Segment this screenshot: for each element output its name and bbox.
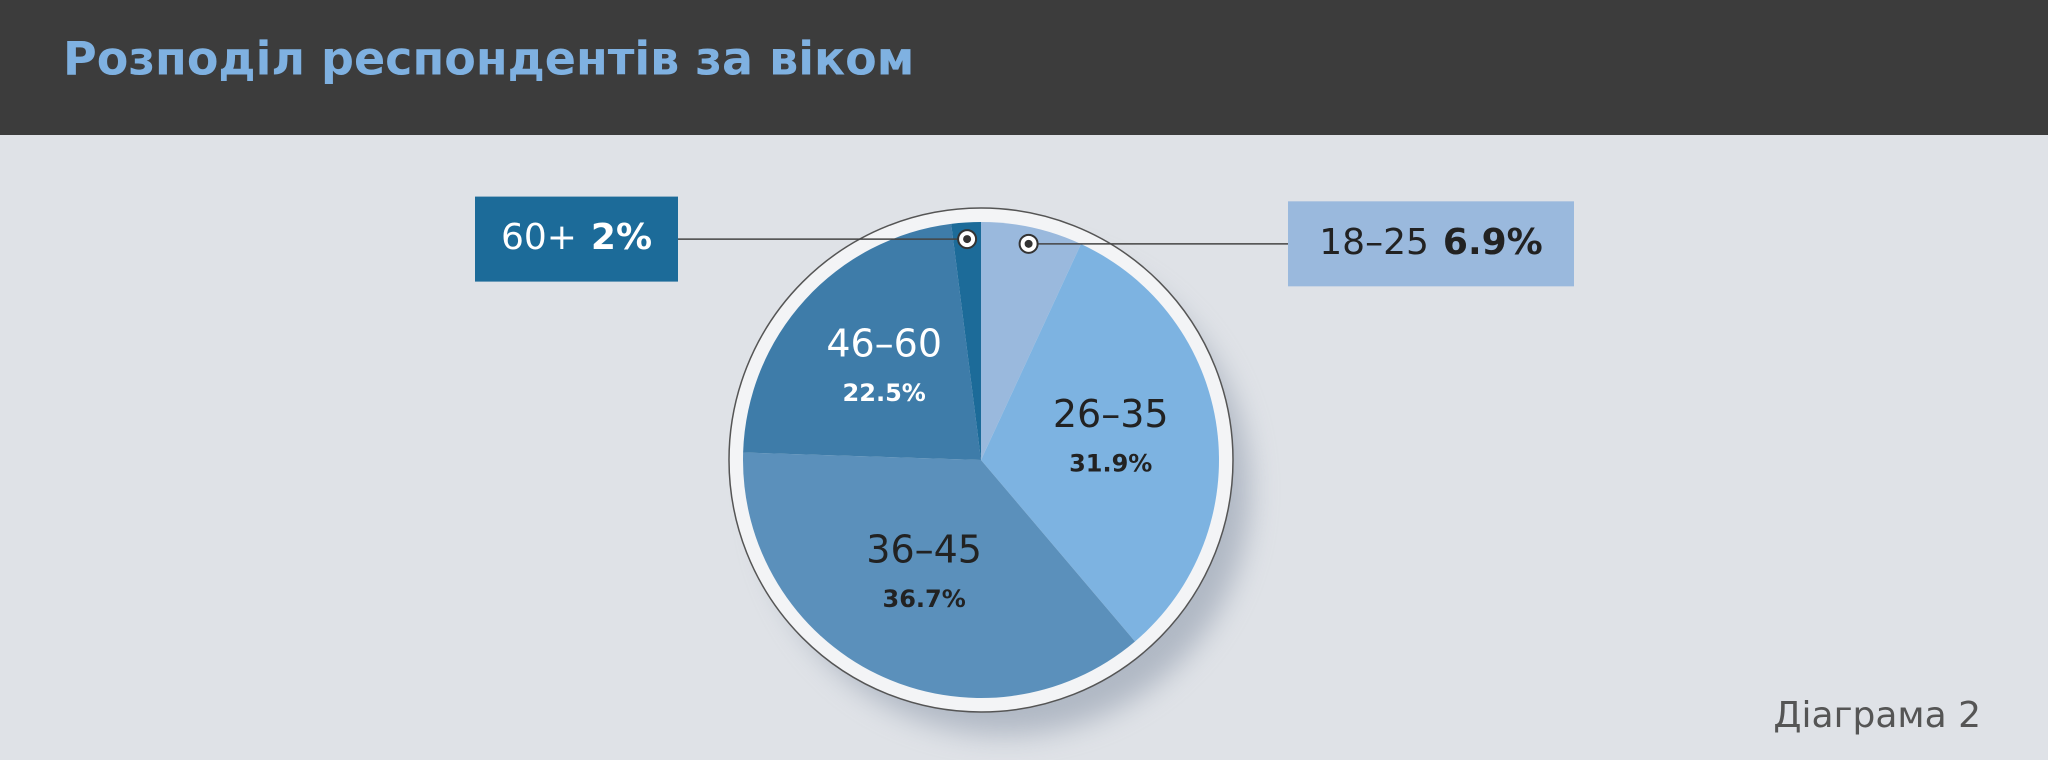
callout-text: 18–25 6.9%	[1319, 222, 1542, 263]
slice-label: 26–35	[1053, 392, 1169, 436]
slice-value: 22.5%	[843, 379, 926, 407]
pie	[742, 222, 1219, 698]
callout-box	[475, 196, 678, 282]
slice-value: 31.9%	[1069, 449, 1152, 477]
callout-dot-core	[1024, 239, 1033, 248]
header	[0, 0, 2048, 135]
callout-dot-core	[963, 235, 972, 244]
pie-slice	[951, 222, 981, 460]
slice-value: 36.7%	[883, 585, 966, 613]
pie-slice	[981, 244, 1219, 642]
slice-label: 36–45	[866, 527, 982, 571]
footer: Діаграма 2	[1773, 695, 1981, 736]
callout-category: 18–25	[1319, 222, 1429, 263]
callout-text: 60+ 2%	[501, 217, 652, 258]
pie-slice	[742, 452, 1135, 698]
chart-title: Розподіл респондентів за віком	[63, 32, 914, 86]
pie-slice	[743, 223, 981, 460]
slice-label: 46–60	[826, 321, 942, 365]
callout-box	[1288, 201, 1574, 287]
callout-value: 2%	[591, 217, 652, 258]
callout-category: 60+	[501, 217, 577, 258]
labels: 18–25 6.9% 26–35 31.9% 36–45 36.7% 46–60 22.5% 6…	[475, 196, 1574, 613]
pie-slice	[981, 222, 1081, 460]
callout-value: 6.9%	[1443, 222, 1543, 263]
